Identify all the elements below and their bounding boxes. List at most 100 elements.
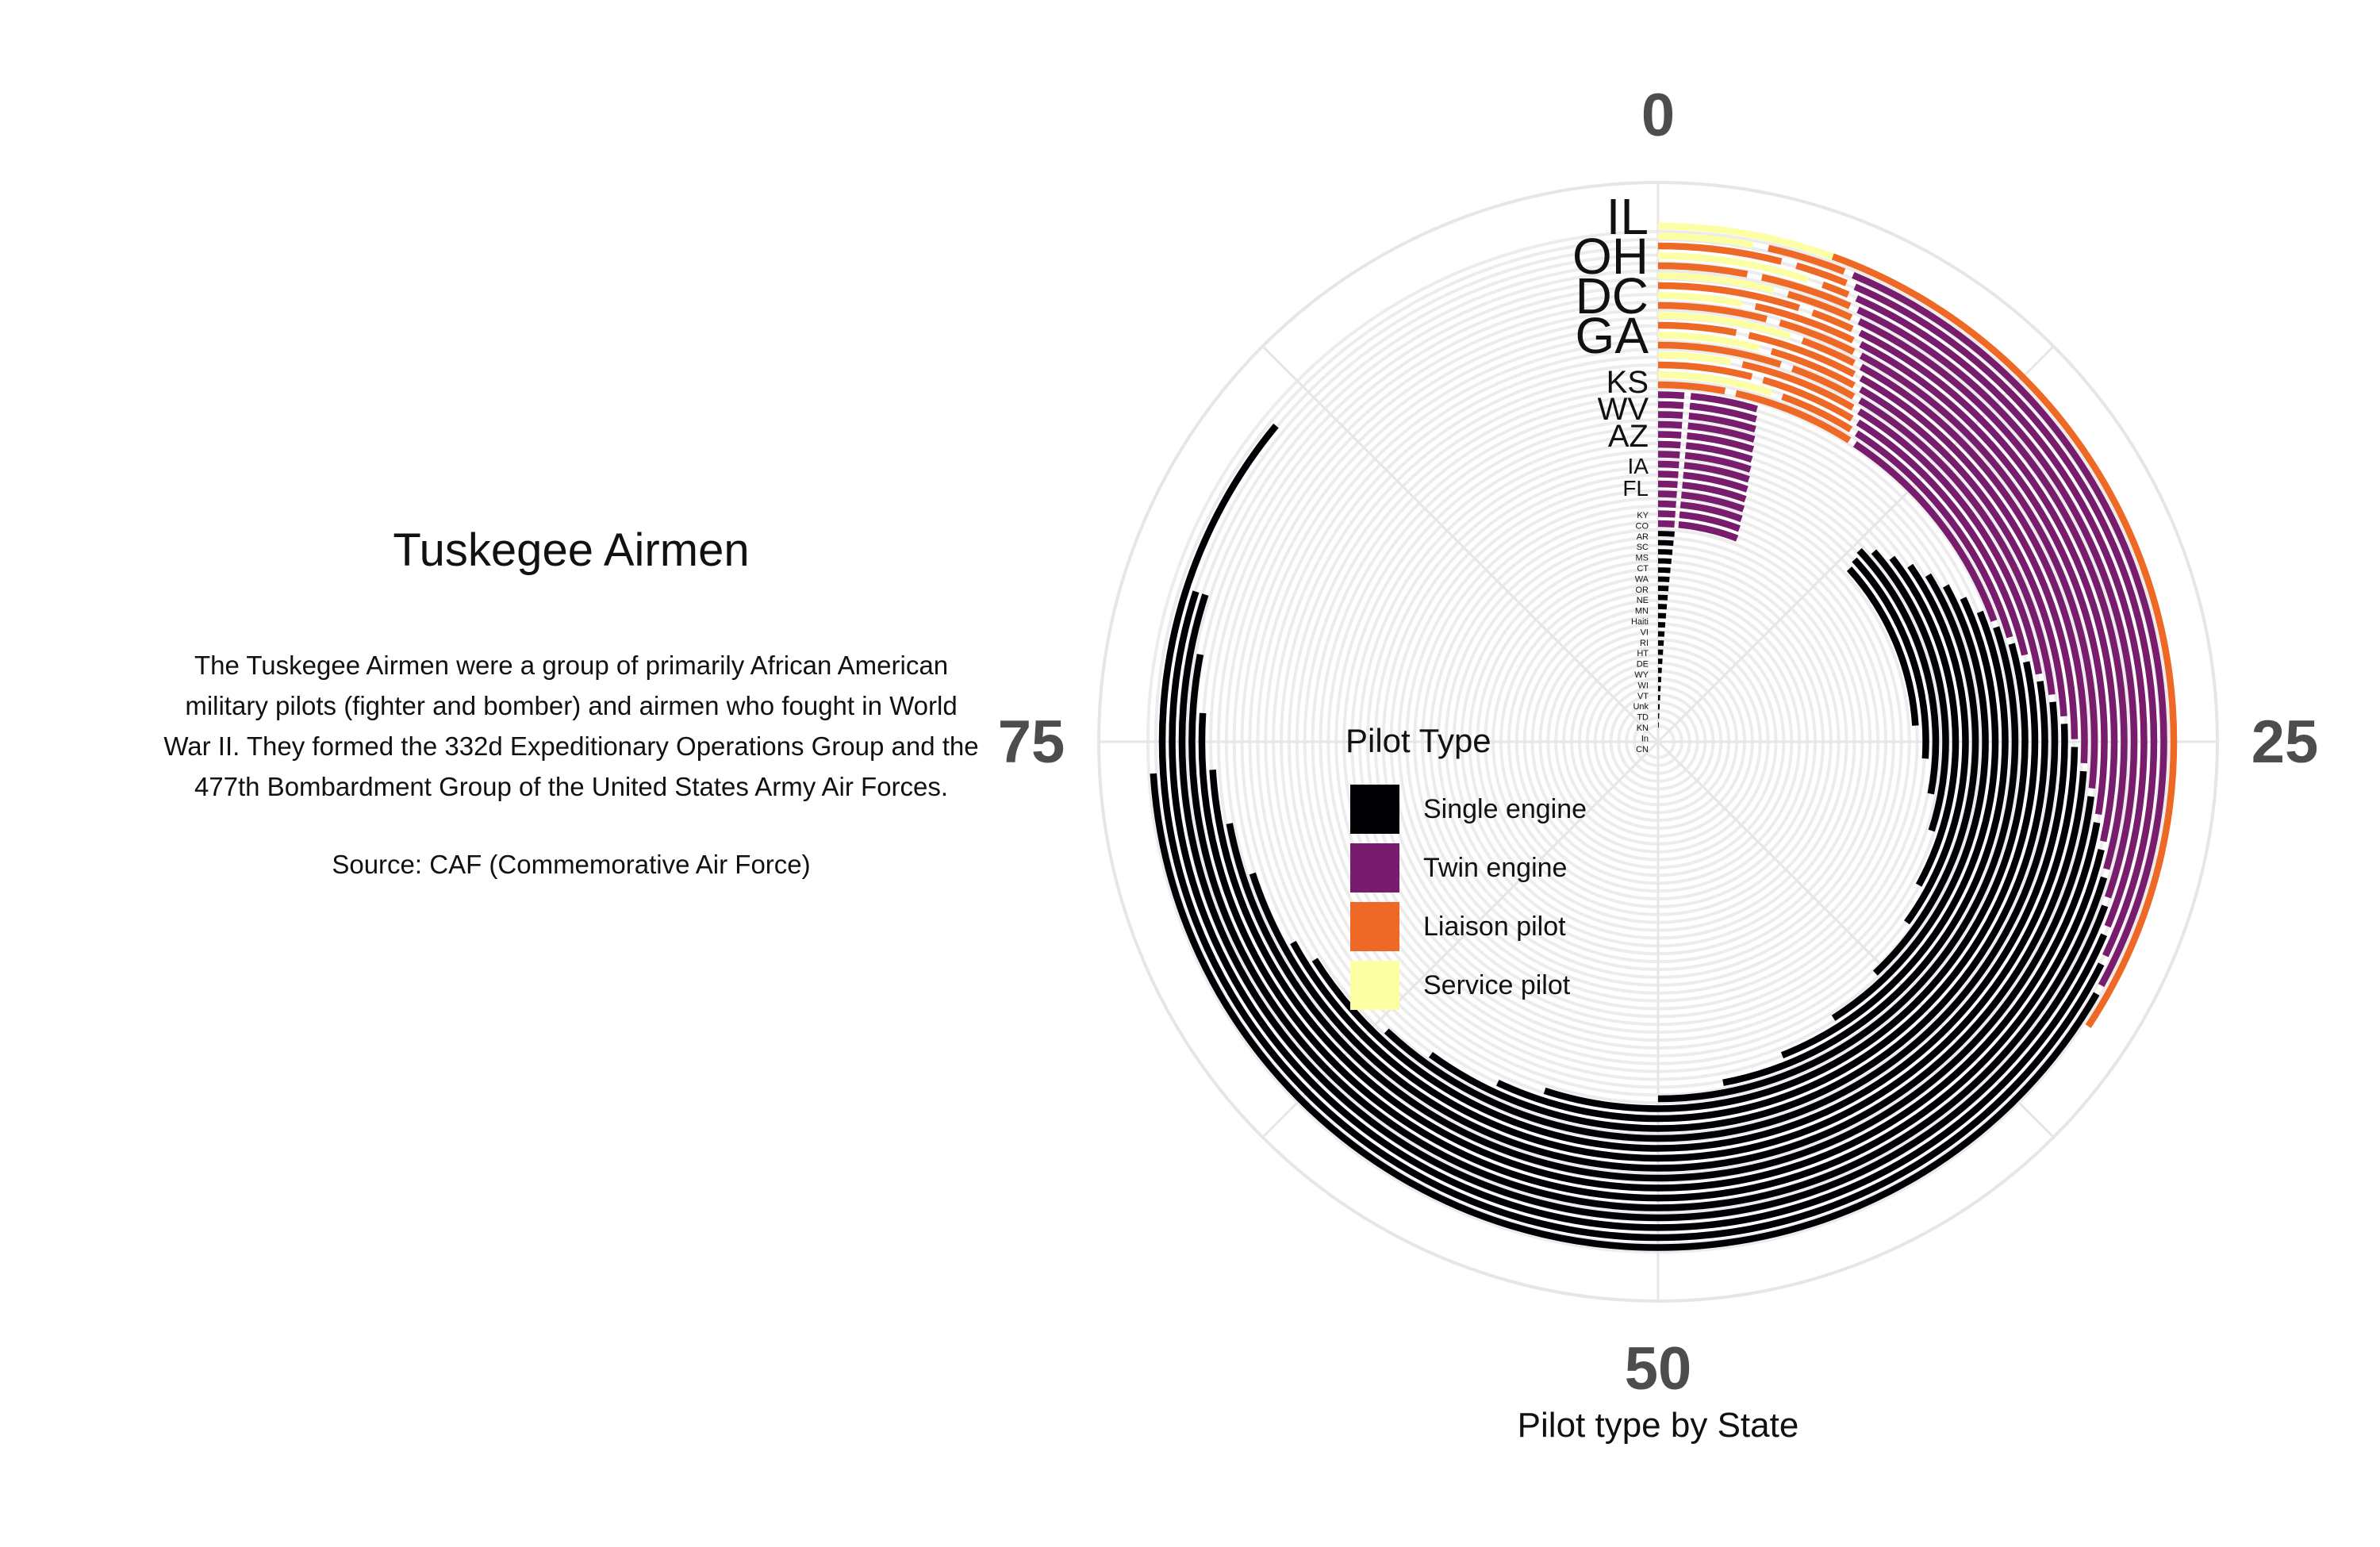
bar-segment: [1657, 381, 1726, 395]
bar-segment: [1657, 292, 1743, 307]
bar-segment: [1780, 597, 1999, 1059]
bar-segment: [1852, 557, 1929, 759]
bar-segment: [1657, 341, 1782, 368]
category-label: GA: [1576, 307, 1649, 364]
category-label: Unk: [1633, 702, 1649, 712]
bar-segment: [1679, 511, 1741, 532]
bar-segment: [1683, 462, 1750, 483]
bar-segment: [1857, 408, 2043, 675]
bar-segment: [1858, 397, 2056, 695]
legend-label: Liaison pilot: [1423, 911, 1566, 942]
category-label: SC: [1637, 543, 1649, 552]
bar-segment: [1689, 402, 1757, 423]
category-label: AR: [1637, 532, 1649, 542]
bar-segment: [1680, 491, 1745, 512]
bar-segment: [1657, 490, 1677, 498]
bar-segment: [1762, 376, 1854, 422]
bar-segment: [1859, 374, 2079, 739]
bar-segment: [1657, 500, 1676, 509]
bar-segment: [1859, 341, 2108, 816]
bar-segment: [1791, 365, 1856, 400]
bar-segment: [1846, 566, 1919, 726]
bar-segment: [1657, 440, 1681, 449]
bar-segment: [1687, 432, 1755, 453]
bar-segment: [1770, 347, 1856, 389]
bar-segment: [1384, 701, 2059, 1142]
bar-segment: [1856, 306, 2138, 899]
category-label: OH: [1572, 228, 1649, 285]
grid-spoke: [1261, 345, 1660, 743]
bar-segment: [1657, 567, 1671, 574]
category-label: IA: [1628, 454, 1649, 478]
category-label: WY: [1634, 670, 1649, 680]
category-label: DE: [1637, 660, 1649, 670]
bar-segment: [1690, 393, 1758, 413]
bar-segment: [1657, 411, 1683, 419]
legend-item: Liaison pilot: [1345, 898, 1587, 955]
bar-segment: [1795, 262, 1848, 286]
bar-segment: [1657, 282, 1800, 312]
bar-segment: [1904, 563, 1969, 925]
legend-label: Twin engine: [1423, 852, 1568, 883]
category-label: KS: [1606, 365, 1649, 400]
bar-segment: [1831, 253, 2178, 1028]
bar-segment: [1226, 796, 2094, 1182]
bar-segment: [1741, 361, 1855, 411]
category-label: MN: [1635, 607, 1649, 616]
bar-segment: [1679, 501, 1743, 523]
theta-tick-label: 50: [1625, 1335, 1692, 1403]
description-line: The Tuskegee Airmen were a group of prim…: [194, 651, 949, 680]
bar-segment: [1657, 391, 1685, 399]
bar-segment: [1198, 712, 2105, 1202]
bar-segment: [1855, 295, 2148, 928]
category-label: CT: [1637, 564, 1649, 574]
bar-segment: [1657, 272, 1775, 294]
legend-swatch: [1350, 785, 1399, 834]
bar-segment: [1657, 626, 2019, 1103]
bar-segment: [1687, 422, 1756, 443]
bar-segment: [1150, 773, 2100, 1251]
bar-segment: [1760, 274, 1852, 309]
category-label: OR: [1636, 585, 1649, 595]
description-line: 477th Bombardment Group of the United St…: [194, 772, 949, 801]
bar-segment: [1657, 301, 1768, 323]
legend-item: Service pilot: [1345, 957, 1587, 1014]
category-label: IL: [1606, 188, 1649, 245]
category-label: MS: [1636, 554, 1649, 563]
bar-segment: [1682, 482, 1747, 503]
bar-segment: [1188, 654, 2108, 1211]
bar-segment: [1859, 363, 2088, 764]
category-label: VT: [1637, 692, 1649, 701]
legend-label: Single engine: [1423, 793, 1587, 824]
bar-segment: [1859, 352, 2098, 789]
bar-segment: [1754, 302, 1855, 344]
bar-segment: [1801, 337, 1856, 367]
legend-title: Pilot Type: [1345, 722, 1491, 759]
bar-segment: [1852, 271, 2167, 988]
bar-segment: [1768, 244, 1846, 275]
bar-segment: [1748, 332, 1856, 378]
bar-segment: [1853, 283, 2158, 958]
source-note: Source: CAF (Commemorative Air Force): [332, 850, 811, 879]
bar-segment: [1657, 332, 1760, 351]
bar-segment: [1678, 520, 1739, 542]
bar-segment: [1683, 471, 1749, 493]
bar-segment: [1859, 386, 2067, 717]
bar-segment: [1657, 431, 1682, 439]
category-label: Haiti: [1631, 617, 1649, 627]
bar-segment: [1657, 312, 1791, 340]
bar-segment: [1856, 547, 1940, 795]
bar-segment: [1657, 321, 1737, 336]
bar-segment: [1858, 329, 2118, 843]
legend-swatch: [1350, 902, 1399, 951]
bar-segment: [1871, 549, 1949, 832]
bar-segment: [1684, 451, 1752, 473]
bar-segment: [1857, 318, 2128, 870]
category-label: WI: [1638, 681, 1649, 690]
bar-segment: [1852, 441, 1998, 623]
legend-swatch: [1350, 843, 1399, 892]
bar-segment: [1657, 232, 1754, 248]
bar-segment: [1657, 351, 1732, 366]
theta-tick-label: 0: [1641, 82, 1675, 149]
